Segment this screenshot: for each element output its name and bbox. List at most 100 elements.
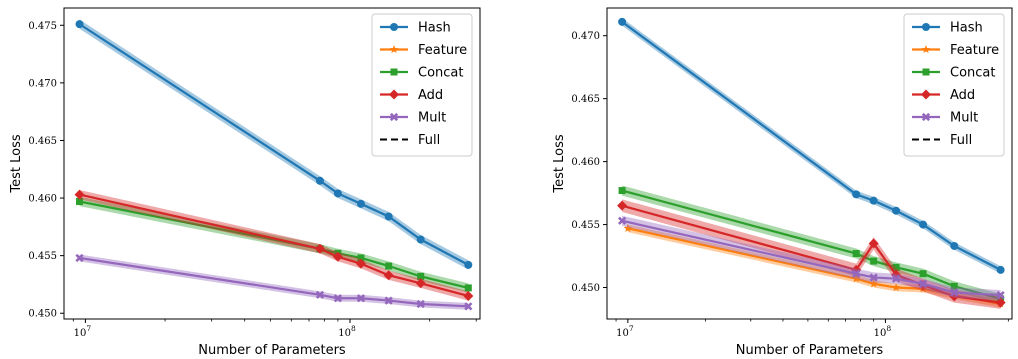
point-hash (333, 189, 342, 198)
y-tick-label: 0.450 (28, 309, 57, 320)
legend-label-hash: Hash (418, 21, 451, 36)
point-add (415, 278, 426, 289)
y-tick-label: 0.460 (28, 194, 57, 205)
point-mult (384, 296, 393, 305)
point-mult (333, 294, 343, 303)
series-mult (75, 253, 473, 311)
band-hash (79, 19, 469, 270)
point-concat (464, 284, 472, 292)
legend-label-feature: Feature (950, 43, 999, 58)
point-feature (869, 279, 878, 288)
axes-frame (606, 7, 1013, 320)
y-tick-label: 0.465 (571, 94, 600, 105)
y-tick-label: 0.465 (28, 136, 57, 147)
legend-marker-feature (389, 45, 399, 54)
plot-area (74, 19, 474, 311)
legend-label-concat: Concat (950, 66, 995, 81)
axes-frame (63, 7, 481, 320)
point-mult (75, 253, 84, 263)
band-add (79, 189, 469, 301)
point-add (868, 238, 879, 249)
point-hash (852, 190, 861, 199)
legend-marker-add (921, 89, 931, 100)
point-hash (996, 265, 1005, 274)
y-axis-label: Test Loss (552, 134, 567, 193)
x-tick-label: 108 (874, 324, 892, 339)
point-hash (75, 20, 84, 29)
point-hash (464, 260, 473, 269)
legend: Hash Feature Concat Add Mult Full (371, 13, 473, 157)
legend: Hash Feature Concat Add Mult Full (903, 13, 1005, 157)
point-mult (852, 269, 861, 278)
point-add (314, 243, 325, 254)
point-hash (892, 206, 901, 215)
legend-label-full: Full (418, 133, 440, 148)
band-feature (627, 224, 1001, 308)
series-add (74, 189, 474, 301)
y-tick-label: 0.450 (571, 283, 600, 294)
legend-marker-hash (390, 23, 398, 31)
y-tick-label: 0.470 (571, 31, 600, 42)
point-feature (851, 274, 861, 283)
point-mult (617, 216, 627, 225)
point-concat (618, 187, 626, 195)
legend-label-mult: Mult (418, 111, 446, 126)
legend-marker-add (389, 89, 399, 100)
point-hash (950, 241, 959, 250)
point-hash (315, 176, 324, 185)
y-axis-label: Test Loss (9, 134, 24, 193)
point-concat (919, 270, 927, 278)
x-axis-label: Number of Parameters (198, 343, 346, 358)
legend-marker-concat (390, 68, 398, 76)
point-hash (416, 235, 425, 244)
point-mult (315, 290, 325, 299)
point-mult (869, 273, 878, 282)
series-hash (75, 19, 473, 270)
point-add (995, 297, 1006, 308)
point-hash (356, 199, 365, 208)
x-tick-label: 107 (616, 324, 634, 339)
series-hash (618, 17, 1005, 274)
y-tick-label: 0.475 (28, 21, 57, 32)
legend-marker-mult (389, 112, 399, 122)
point-concat (357, 254, 365, 262)
point-mult (996, 290, 1005, 300)
point-mult (918, 279, 928, 288)
point-add (383, 270, 394, 281)
band-mult (622, 215, 1001, 301)
y-tick-label: 0.460 (571, 157, 600, 168)
x-tick-label: 107 (74, 324, 92, 339)
band-mult (79, 254, 469, 310)
y-tick-label: 0.470 (28, 78, 57, 89)
band-hash (622, 18, 1001, 274)
point-concat (852, 250, 860, 258)
legend-label-concat: Concat (418, 66, 463, 81)
y-tick-label: 0.455 (571, 220, 600, 231)
series-concat (618, 185, 1005, 304)
legend-label-hash: Hash (950, 21, 983, 36)
point-hash (869, 196, 878, 205)
point-add (332, 251, 343, 262)
point-add (617, 200, 628, 211)
legend-marker-hash (922, 23, 930, 31)
point-concat (417, 272, 425, 280)
point-concat (950, 282, 958, 290)
legend-label-add: Add (418, 88, 443, 103)
chart-panel-1: 0.450 0.455 0.460 0.465 0.470 0.475 107 108 Numb… (9, 7, 481, 358)
point-mult (950, 288, 959, 297)
point-concat (870, 257, 878, 265)
point-add (74, 189, 85, 200)
point-feature (891, 283, 901, 292)
point-concat (385, 262, 393, 270)
y-tick-label: 0.455 (28, 251, 57, 262)
legend-marker-mult (921, 112, 931, 122)
point-add (355, 258, 366, 269)
legend-label-full: Full (950, 133, 972, 148)
plot-area (617, 17, 1006, 309)
x-tick-label: 108 (338, 324, 356, 339)
legend-marker-concat (922, 68, 930, 76)
point-hash (384, 212, 393, 221)
point-concat (892, 263, 900, 271)
legend-label-mult: Mult (950, 111, 978, 126)
